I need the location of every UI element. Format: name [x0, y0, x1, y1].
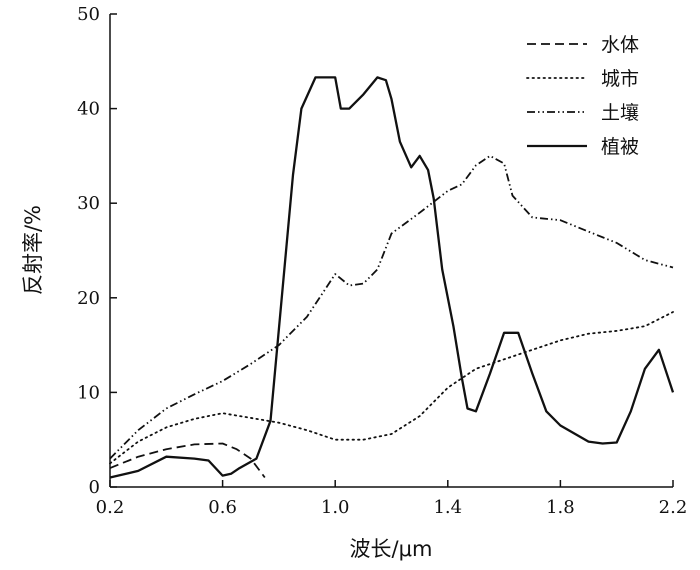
x-tick-label: 1.0: [321, 497, 350, 518]
axes: [109, 14, 673, 488]
x-tick-label: 0.6: [208, 497, 237, 518]
y-tick-label: 10: [77, 382, 100, 403]
y-axis-title: 反射率/%: [21, 205, 45, 295]
legend-label-2: 城市: [601, 68, 639, 90]
x-axis-title: 波长/μm: [350, 537, 433, 561]
series-layer: [109, 76, 675, 479]
legend-label-1: 水体: [601, 34, 639, 56]
y-tick-label: 30: [77, 193, 100, 214]
x-tick-label: 1.8: [546, 497, 575, 518]
series-line-1: [109, 442, 266, 479]
y-tick-label: 50: [77, 4, 100, 25]
legend-label-3: 土壤: [601, 102, 639, 124]
x-tick-label: 2.2: [659, 497, 688, 518]
x-tick-label: 0.2: [96, 497, 125, 518]
legend-label-4: 植被: [601, 136, 639, 158]
series-line-2: [109, 311, 674, 465]
y-tick-label: 40: [77, 99, 100, 120]
y-tick-label: 20: [77, 288, 100, 309]
y-tick-label: 0: [89, 477, 100, 498]
series-line-3: [109, 154, 674, 460]
x-tick-label: 1.4: [433, 497, 462, 518]
ticks: 0.2 0.6 1.0 1.4 1.8 2.2 0 10 20 30 40 50: [77, 4, 687, 518]
series-line-4: [109, 76, 675, 479]
